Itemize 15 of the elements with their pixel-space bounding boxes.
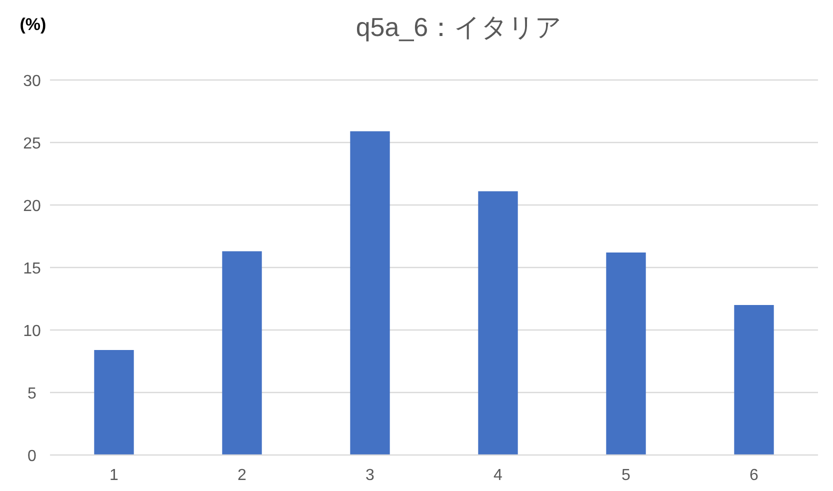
y-axis-title: (%) (20, 15, 46, 34)
y-tick-label: 10 (23, 323, 41, 340)
y-tick-label: 20 (23, 198, 41, 215)
chart-title: q5a_6：イタリア (356, 12, 562, 42)
x-tick-label: 1 (110, 467, 119, 484)
y-tick-label: 15 (23, 260, 41, 278)
y-tick-label: 0 (28, 448, 37, 465)
y-tick-label: 25 (23, 136, 41, 152)
x-tick-label: 2 (238, 467, 247, 484)
x-tick-label: 5 (622, 467, 631, 484)
y-tick-label: 30 (23, 73, 41, 90)
y-tick-label: 5 (28, 386, 37, 402)
x-tick-label: 4 (494, 467, 503, 484)
x-tick-label: 6 (750, 467, 759, 484)
x-tick-label: 3 (366, 467, 375, 484)
